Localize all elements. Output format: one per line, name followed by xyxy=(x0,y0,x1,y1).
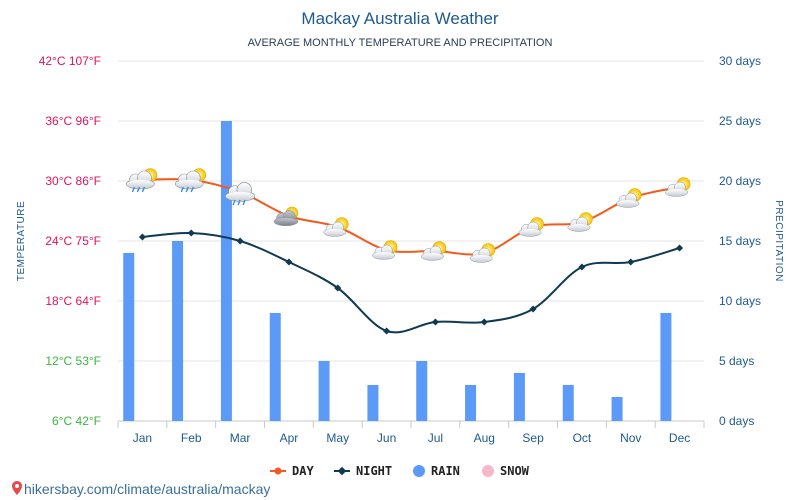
month-label: Nov xyxy=(620,431,641,445)
precipitation-tick-label: 0 days xyxy=(719,414,754,428)
month-label: Apr xyxy=(280,431,299,445)
month-label: Jun xyxy=(377,431,396,445)
sun-cloud-icon xyxy=(323,217,349,237)
legend-snow-label: SNOW xyxy=(500,464,530,478)
month-axis: Jan Feb Mar Apr May Jun Jul Aug Sep Oct Nov Dec xyxy=(133,431,691,445)
cloud-sun-icon xyxy=(273,206,299,227)
rain-bar[interactable] xyxy=(513,373,525,421)
night-point[interactable] xyxy=(480,318,488,326)
legend-night-label: NIGHT xyxy=(356,464,392,478)
cloud-rain-sun-icon xyxy=(174,168,207,193)
month-label: Oct xyxy=(573,431,592,445)
temperature-axis-title: TEMPERATURE xyxy=(16,201,27,281)
rain-bar[interactable] xyxy=(269,313,281,421)
rain-bar[interactable] xyxy=(416,361,428,421)
night-point[interactable] xyxy=(187,229,195,237)
night-point[interactable] xyxy=(529,305,537,313)
precipitation-tick-label: 5 days xyxy=(719,354,754,368)
month-label: Jan xyxy=(133,431,152,445)
sun-cloud-icon xyxy=(469,243,496,263)
rain-bar[interactable] xyxy=(220,121,232,421)
legend-rain[interactable]: RAIN xyxy=(413,464,460,478)
month-label: Aug xyxy=(474,431,495,445)
month-label: Jul xyxy=(428,431,443,445)
chart-subtitle: AVERAGE MONTHLY TEMPERATURE AND PRECIPIT… xyxy=(248,37,553,49)
temperature-axis: 6°C 42°F 12°C 53°F 18°C 64°F 24°C 75°F 30°C … xyxy=(39,54,101,428)
month-label: Dec xyxy=(669,431,690,445)
cloud-rain-sun-icon xyxy=(126,168,158,193)
precipitation-tick-label: 15 days xyxy=(719,234,761,248)
sun-cloud-icon xyxy=(420,241,447,261)
night-point[interactable] xyxy=(285,258,293,266)
month-label: May xyxy=(326,431,349,445)
grid-lines xyxy=(117,60,705,428)
night-point[interactable] xyxy=(578,263,586,271)
source-url: hikersbay.com/climate/australia/mackay xyxy=(24,481,270,497)
temperature-tick-label: 12°C 53°F xyxy=(45,354,101,368)
location-pin-icon xyxy=(12,481,22,495)
chart-title: Mackay Australia Weather xyxy=(301,9,498,28)
sun-cloud-icon xyxy=(518,217,544,237)
precipitation-tick-label: 10 days xyxy=(719,294,761,308)
night-point[interactable] xyxy=(627,258,635,266)
rain-bar[interactable] xyxy=(562,385,574,421)
rain-bar[interactable] xyxy=(123,253,135,421)
night-point[interactable] xyxy=(138,233,146,241)
night-point[interactable] xyxy=(334,284,342,292)
legend-day[interactable]: DAY xyxy=(270,464,314,478)
temperature-tick-label: 30°C 86°F xyxy=(45,174,101,188)
night-point[interactable] xyxy=(236,237,244,245)
night-point[interactable] xyxy=(676,244,684,252)
rain-bar[interactable] xyxy=(611,397,623,421)
rain-bar[interactable] xyxy=(172,241,184,421)
rain-bar[interactable] xyxy=(660,313,672,421)
legend: DAY NIGHT RAIN SNOW xyxy=(270,464,530,478)
legend-rain-label: RAIN xyxy=(431,464,460,478)
legend-day-label: DAY xyxy=(292,464,314,478)
rain-bar[interactable] xyxy=(318,361,330,421)
precipitation-axis-title: PRECIPITATION xyxy=(773,200,784,282)
sun-cloud-icon xyxy=(372,240,398,260)
month-label: Feb xyxy=(181,431,202,445)
precipitation-tick-label: 30 days xyxy=(719,54,761,68)
temperature-tick-label: 36°C 96°F xyxy=(45,114,101,128)
month-label: Mar xyxy=(230,431,251,445)
temperature-tick-label: 18°C 64°F xyxy=(45,294,101,308)
temperature-tick-label: 6°C 42°F xyxy=(52,414,101,428)
night-point[interactable] xyxy=(431,318,439,326)
legend-snow[interactable]: SNOW xyxy=(482,464,530,478)
month-label: Sep xyxy=(522,431,544,445)
legend-night[interactable]: NIGHT xyxy=(334,464,392,478)
rain-bars xyxy=(123,121,672,421)
weather-icons xyxy=(126,168,691,263)
source-link[interactable]: hikersbay.com/climate/australia/mackay xyxy=(12,481,270,497)
sun-cloud-icon xyxy=(567,212,593,232)
temperature-tick-label: 24°C 75°F xyxy=(45,234,101,248)
precipitation-tick-label: 25 days xyxy=(719,114,761,128)
precipitation-tick-label: 20 days xyxy=(719,174,761,188)
rain-bar[interactable] xyxy=(465,385,477,421)
temperature-tick-label: 42°C 107°F xyxy=(39,54,101,68)
sun-cloud-icon xyxy=(665,177,691,197)
sun-cloud-icon xyxy=(616,188,642,208)
night-points xyxy=(138,229,684,335)
day-points xyxy=(139,177,683,256)
night-point[interactable] xyxy=(383,327,391,335)
rain-bar[interactable] xyxy=(367,385,379,421)
precipitation-axis: 0 days 5 days 10 days 15 days 20 days 25 days… xyxy=(719,54,761,428)
cloud-rain-icon xyxy=(225,182,256,206)
